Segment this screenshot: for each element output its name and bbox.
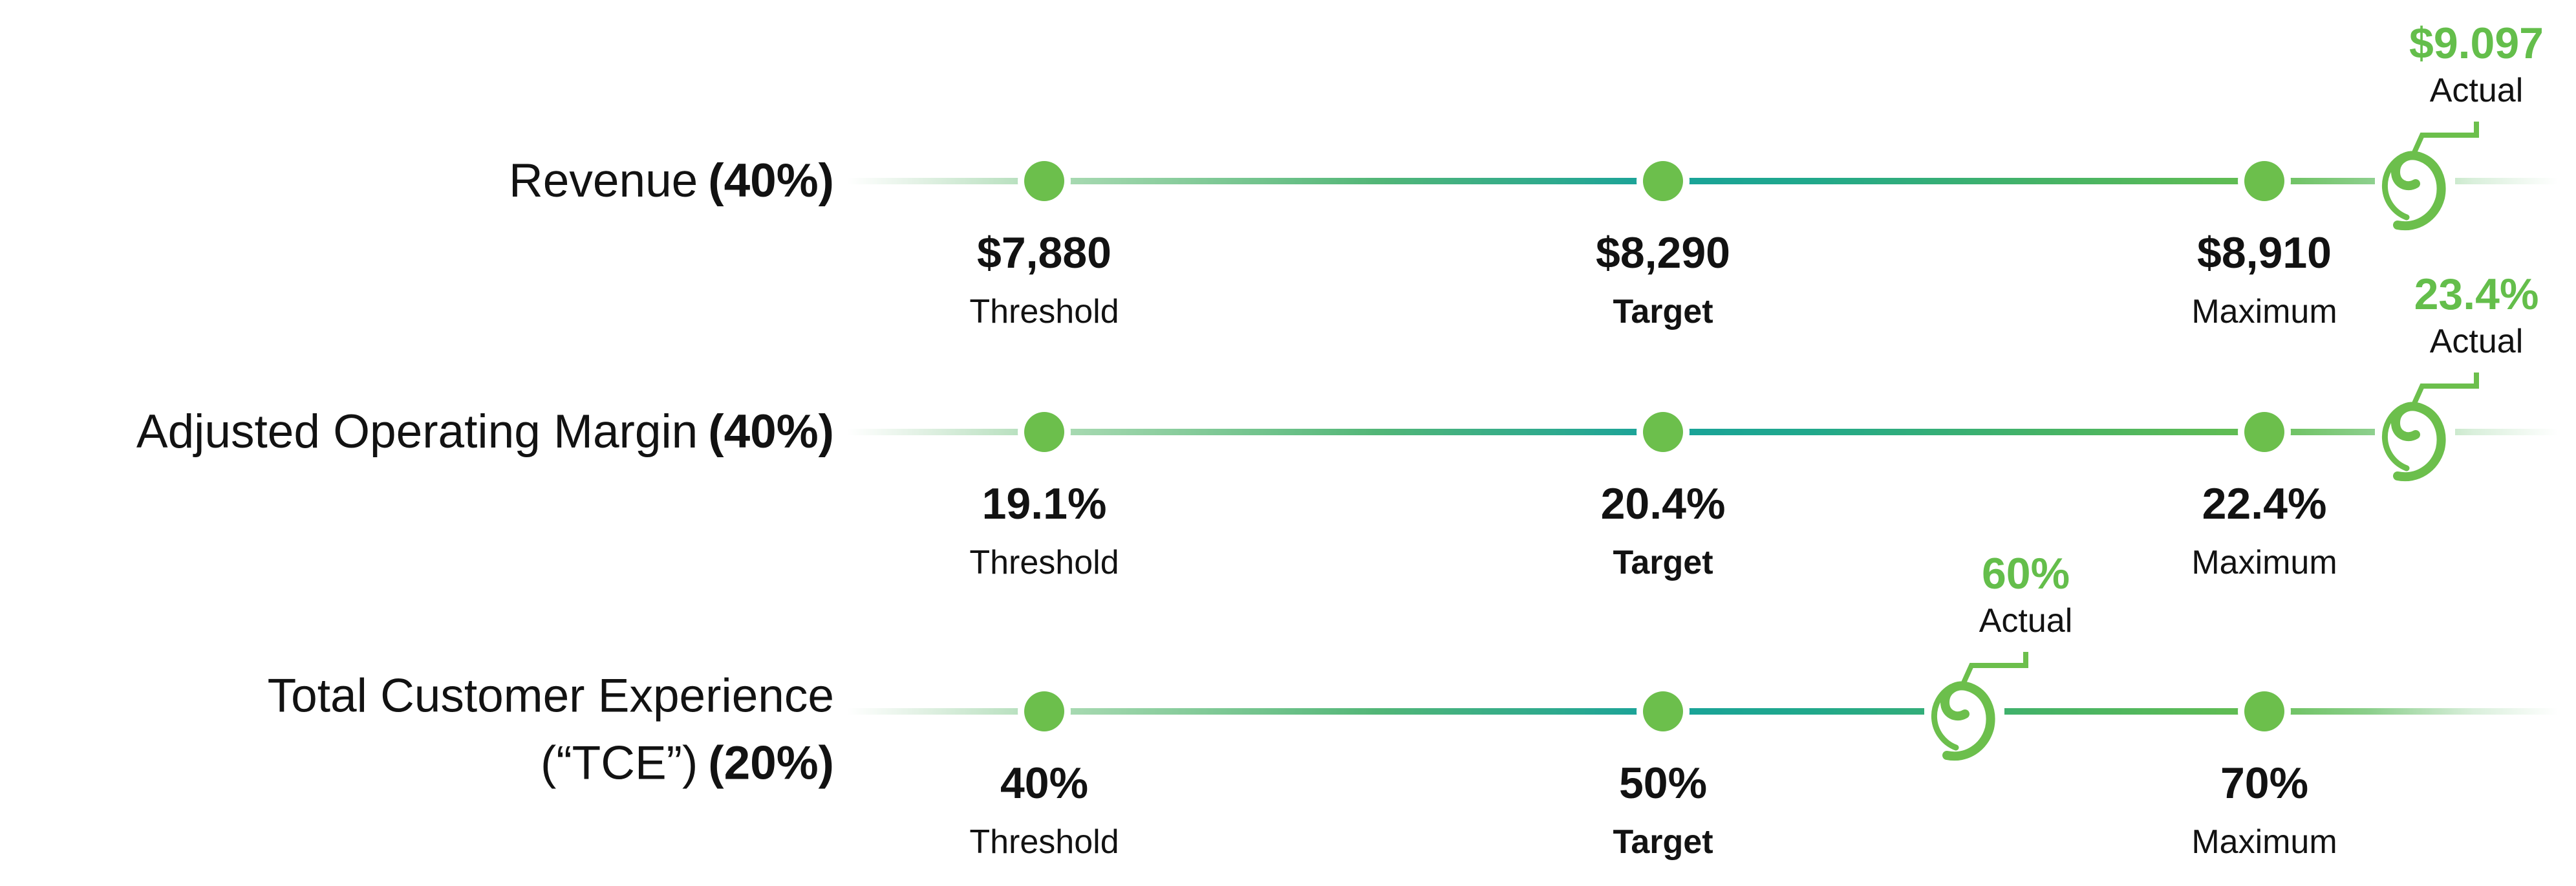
actual-value: 60% bbox=[1981, 549, 2070, 598]
target-label: Target bbox=[1613, 293, 1713, 330]
actual-label: Actual bbox=[2429, 72, 2524, 109]
threshold-value: 40% bbox=[1000, 759, 1089, 808]
target-label: Target bbox=[1613, 823, 1713, 861]
target-value: $8,290 bbox=[1596, 228, 1730, 277]
metric-label: Total Customer Experience (“TCE”) (20%) bbox=[268, 662, 834, 796]
threshold-value: $7,880 bbox=[977, 228, 1111, 277]
threshold-dot bbox=[1024, 161, 1064, 201]
seagate-swirl-icon bbox=[1931, 652, 2028, 761]
actual-value: $9.097 bbox=[2409, 19, 2544, 68]
maximum-dot bbox=[2244, 691, 2284, 731]
metric-label: Revenue (40%) bbox=[509, 147, 834, 215]
metric-weight: (20%) bbox=[708, 737, 834, 789]
metric-weight: (40%) bbox=[708, 405, 834, 459]
maximum-value: 22.4% bbox=[2202, 479, 2327, 528]
threshold-label: Threshold bbox=[969, 544, 1119, 581]
target-dot bbox=[1643, 412, 1683, 452]
scale-track bbox=[847, 708, 2558, 715]
target-dot bbox=[1643, 161, 1683, 201]
metric-weight: (40%) bbox=[708, 155, 834, 208]
threshold-label: Threshold bbox=[969, 823, 1119, 861]
metric-name: Revenue bbox=[509, 155, 698, 208]
target-dot bbox=[1643, 691, 1683, 731]
metric-name: Total Customer Experience bbox=[267, 669, 834, 722]
threshold-label: Threshold bbox=[969, 293, 1119, 330]
threshold-dot bbox=[1024, 691, 1064, 731]
metric-name-line2: (“TCE”) bbox=[541, 737, 698, 789]
actual-label: Actual bbox=[2429, 323, 2524, 360]
target-label: Target bbox=[1613, 544, 1713, 581]
maximum-label: Maximum bbox=[2191, 544, 2337, 581]
threshold-dot bbox=[1024, 412, 1064, 452]
maximum-value: $8,910 bbox=[2197, 228, 2332, 277]
actual-label: Actual bbox=[1979, 602, 2073, 640]
maximum-label: Maximum bbox=[2191, 293, 2337, 330]
threshold-value: 19.1% bbox=[982, 479, 1107, 528]
maximum-dot bbox=[2244, 412, 2284, 452]
target-value: 20.4% bbox=[1600, 479, 1726, 528]
metric-name: Adjusted Operating Margin bbox=[136, 405, 698, 459]
actual-value: 23.4% bbox=[2414, 270, 2539, 319]
target-value: 50% bbox=[1618, 759, 1708, 808]
maximum-value: 70% bbox=[2220, 759, 2309, 808]
seagate-swirl-icon bbox=[2381, 122, 2479, 231]
seagate-swirl-icon bbox=[2381, 373, 2479, 482]
metric-label: Adjusted Operating Margin (40%) bbox=[136, 398, 834, 466]
scale-track bbox=[847, 429, 2558, 435]
maximum-dot bbox=[2244, 161, 2284, 201]
maximum-label: Maximum bbox=[2191, 823, 2337, 861]
scale-track bbox=[847, 178, 2558, 184]
